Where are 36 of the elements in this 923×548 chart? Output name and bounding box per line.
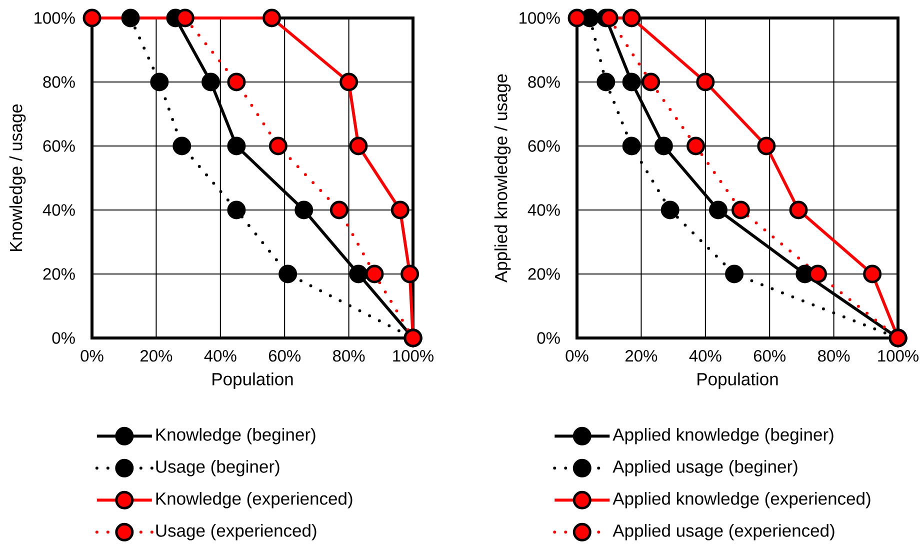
y-axis-title: Knowledge / usage xyxy=(9,104,26,251)
y-tick-label: 100% xyxy=(34,12,75,24)
x-tick-label: 80% xyxy=(333,350,365,362)
y-axis-title: Applied knowledge / usage xyxy=(494,74,511,283)
x-axis-title: Population xyxy=(212,372,293,389)
x-tick-label: 20% xyxy=(140,350,172,362)
x-tick-label: 40% xyxy=(689,350,722,362)
y-tick-label: 60% xyxy=(43,140,75,152)
y-tick-label: 40% xyxy=(42,204,75,216)
y-tick-label: 60% xyxy=(528,140,560,152)
x-tick-label: 100% xyxy=(878,350,919,362)
x-axis-title: Population xyxy=(698,372,778,389)
legend-label: Applied usage (beginer) xyxy=(612,460,798,476)
y-tick-label: 80% xyxy=(528,76,560,88)
y-tick-label: 20% xyxy=(528,268,560,280)
x-tick-label: 0% xyxy=(80,350,104,362)
x-tick-label: 60% xyxy=(268,350,301,362)
x-tick-label: 0% xyxy=(566,350,588,362)
x-tick-label: 20% xyxy=(626,350,658,362)
y-tick-label: 40% xyxy=(528,204,560,216)
x-tick-label: 40% xyxy=(204,350,236,362)
x-tick-label: 100% xyxy=(393,350,434,362)
y-tick-label: 80% xyxy=(43,76,75,88)
legend-label: Usage (beginer) xyxy=(156,460,280,476)
legend-label: Applied usage (experienced) xyxy=(612,524,834,540)
legend-label: Knowledge (experienced) xyxy=(156,492,352,508)
legend-label: Applied knowledge (beginer) xyxy=(612,428,834,444)
legend-label: Knowledge (beginer) xyxy=(156,428,316,444)
legend-label: Usage (experienced) xyxy=(156,524,316,540)
y-tick-label: 20% xyxy=(43,268,75,280)
y-tick-label: 0% xyxy=(52,332,75,344)
legend-label: Applied knowledge (experienced) xyxy=(612,492,870,508)
y-tick-label: 0% xyxy=(537,332,560,344)
x-tick-label: 80% xyxy=(818,350,850,362)
y-tick-label: 100% xyxy=(520,12,560,24)
x-tick-label: 60% xyxy=(754,350,786,362)
